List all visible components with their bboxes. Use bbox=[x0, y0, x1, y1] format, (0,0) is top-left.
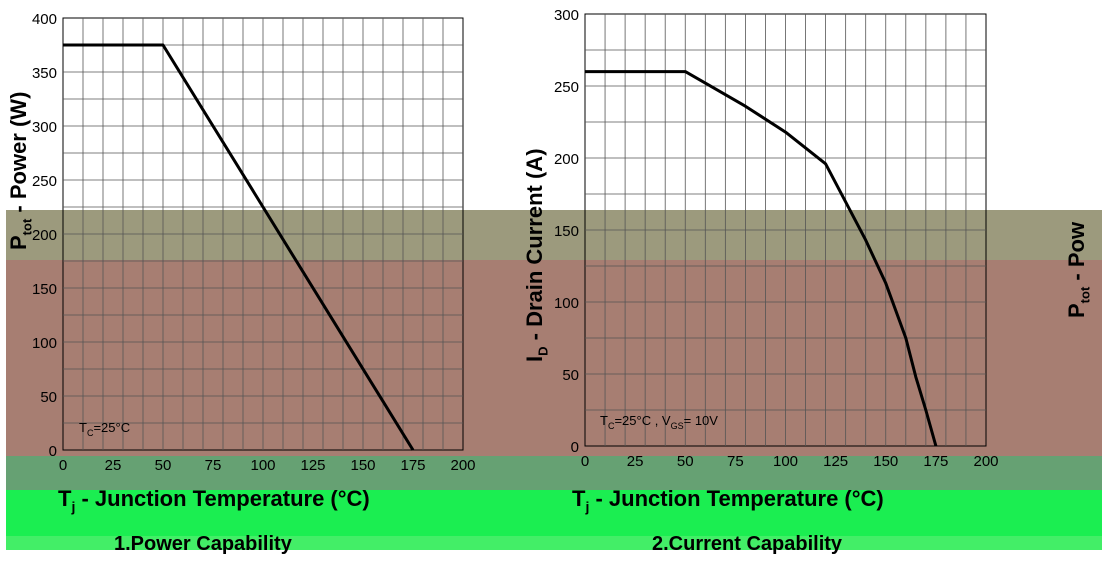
chart2-x-tick-label: 25 bbox=[627, 453, 644, 470]
chart2-annotation: TC=25°C , VGS= 10V bbox=[600, 413, 718, 431]
chart1-y-tick-label: 0 bbox=[49, 443, 57, 460]
chart1-annotation: TC=25°C bbox=[79, 420, 130, 438]
chart2-y-tick-label: 200 bbox=[554, 151, 579, 168]
chart1-x-tick-label: 100 bbox=[250, 457, 275, 474]
chart2-y-tick-label: 300 bbox=[554, 7, 579, 24]
background-band-gray bbox=[6, 210, 1102, 260]
chart1-x-tick-label: 175 bbox=[400, 457, 425, 474]
chart1-caption: 1.Power Capability bbox=[114, 533, 292, 555]
chart2-x-tick-label: 175 bbox=[923, 453, 948, 470]
background-band-green bbox=[6, 456, 1102, 490]
chart1-series-line bbox=[63, 43, 415, 451]
chart1-y-tick-label: 300 bbox=[32, 119, 57, 136]
chart2-x-tick-label: 150 bbox=[873, 453, 898, 470]
chart1-y-tick-label: 400 bbox=[32, 11, 57, 28]
chart1-y-tick-label: 250 bbox=[32, 173, 57, 190]
chart2-x-tick-label: 125 bbox=[823, 453, 848, 470]
chart2-y-tick-label: 150 bbox=[554, 223, 579, 240]
chart2-x-tick-label: 100 bbox=[773, 453, 798, 470]
background-band-lime-lower bbox=[6, 536, 1102, 550]
chart1-y-tick-label: 150 bbox=[32, 281, 57, 298]
chart2-caption: 2.Current Capability bbox=[652, 533, 843, 555]
chart2-y-tick-label: 50 bbox=[562, 367, 579, 384]
chart1-x-tick-label: 50 bbox=[155, 457, 172, 474]
chart1-x-axis-label: Tj - Junction Temperature (°C) bbox=[58, 486, 370, 515]
chart2-x-tick-label: 200 bbox=[973, 453, 998, 470]
chart1-x-tick-label: 25 bbox=[105, 457, 122, 474]
chart2-series-line bbox=[585, 70, 938, 447]
chart1-y-tick-label: 50 bbox=[40, 389, 57, 406]
chart1-x-tick-label: 150 bbox=[350, 457, 375, 474]
chart1-x-tick-label: 75 bbox=[205, 457, 222, 474]
chart2-y-tick-label: 250 bbox=[554, 79, 579, 96]
chart2-x-axis-label: Tj - Junction Temperature (°C) bbox=[572, 486, 884, 515]
chart2-x-tick-label: 50 bbox=[677, 453, 694, 470]
chart1-y-tick-label: 350 bbox=[32, 65, 57, 82]
chart2-y-tick-label: 100 bbox=[554, 295, 579, 312]
chart3-y-axis-label-partial: Ptot - Pow bbox=[1064, 221, 1093, 318]
chart2-y-tick-label: 0 bbox=[571, 439, 579, 456]
chart1-x-tick-label: 125 bbox=[300, 457, 325, 474]
chart1-x-tick-label: 0 bbox=[59, 457, 67, 474]
chart2-x-tick-label: 0 bbox=[581, 453, 589, 470]
chart1-y-tick-label: 200 bbox=[32, 227, 57, 244]
chart1-x-tick-label: 200 bbox=[450, 457, 475, 474]
chart2-x-tick-label: 75 bbox=[727, 453, 744, 470]
chart2-y-axis-label: ID - Drain Current (A) bbox=[522, 148, 551, 362]
chart1-y-axis-label: Ptot - Power (W) bbox=[6, 91, 35, 250]
chart1-y-tick-label: 100 bbox=[32, 335, 57, 352]
